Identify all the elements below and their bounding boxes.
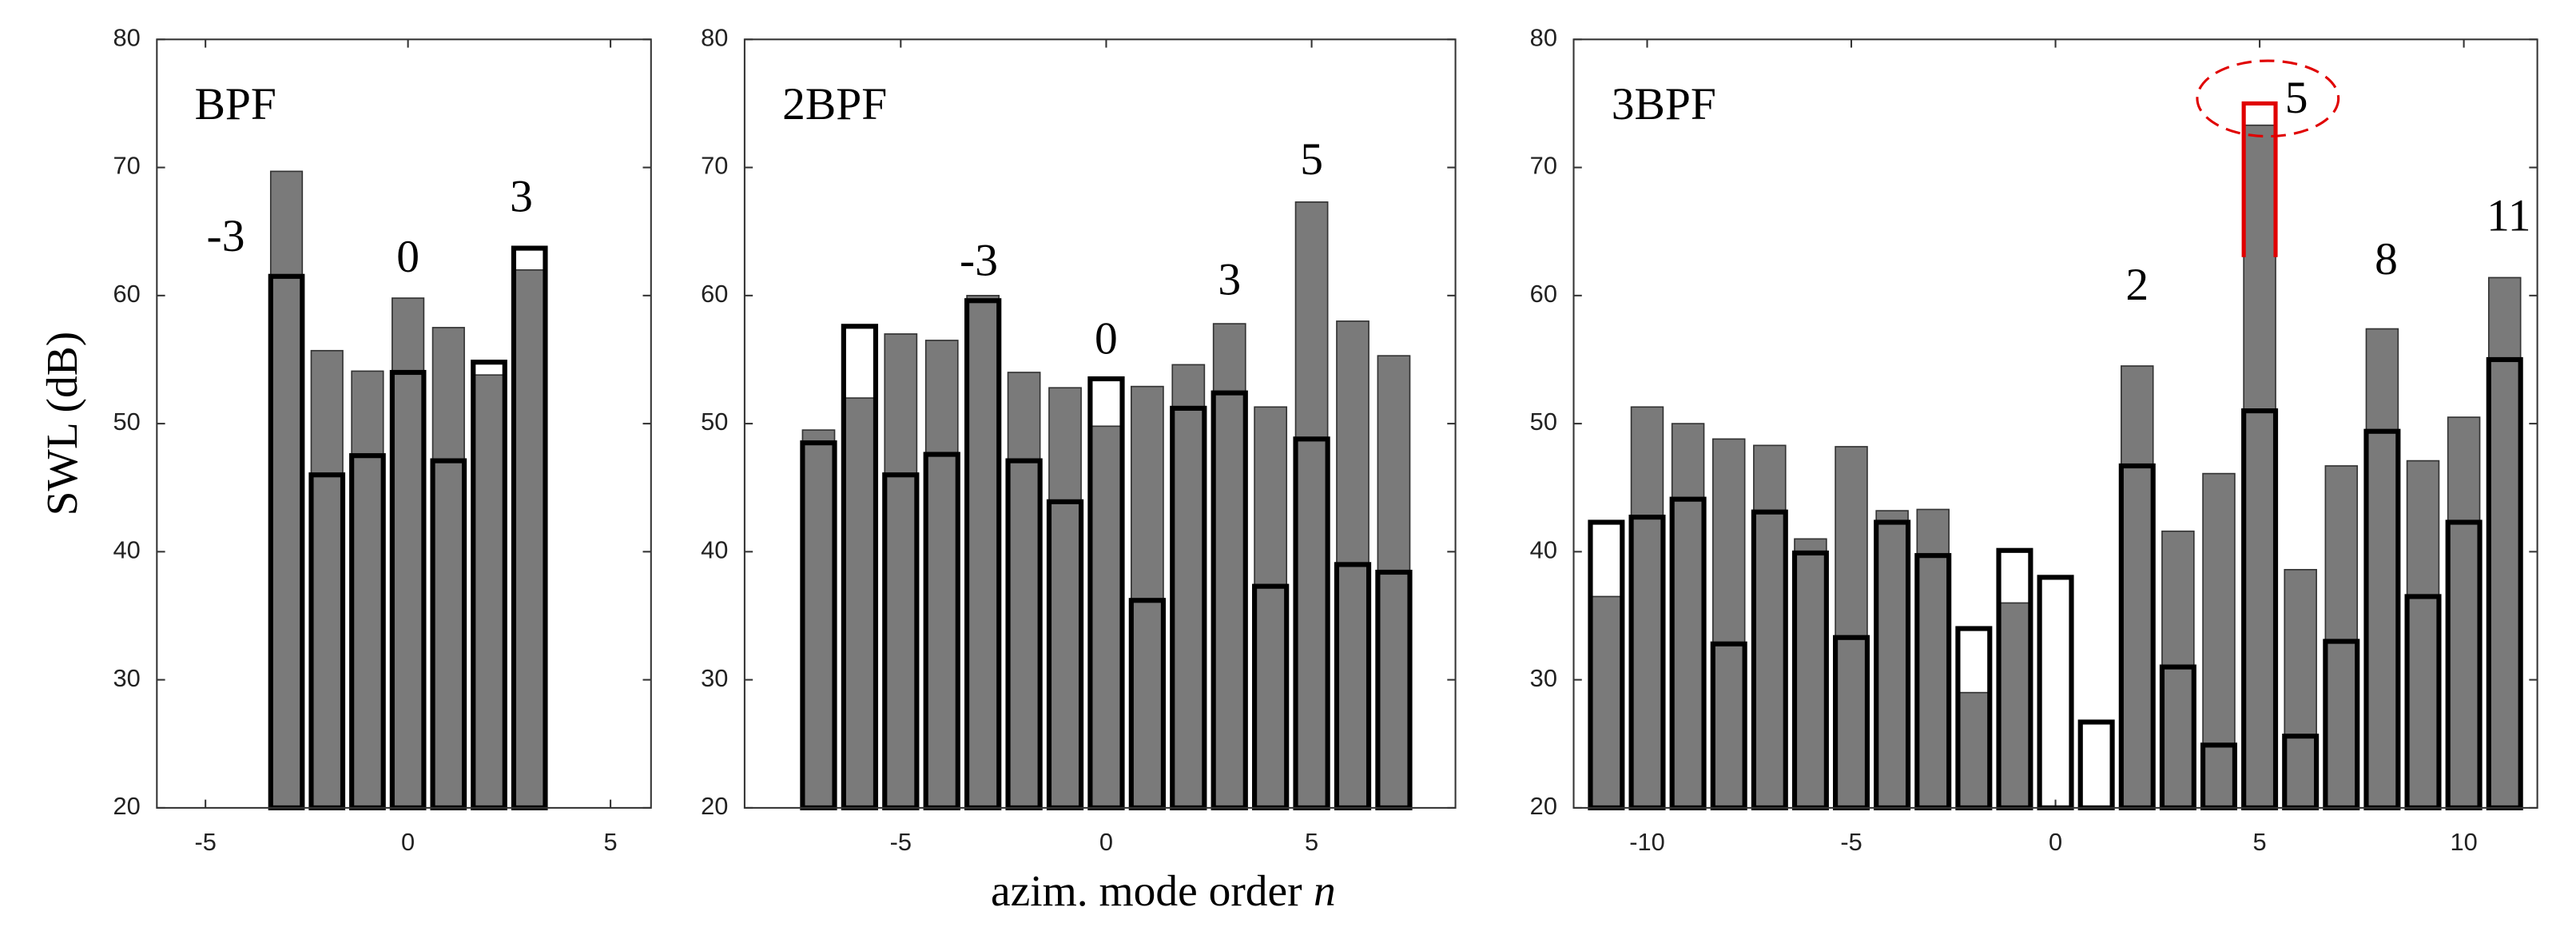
bar (1048, 387, 1082, 809)
y-tick-label: 80 (701, 23, 728, 51)
bar (843, 397, 877, 809)
y-tick-label: 70 (1530, 152, 1557, 180)
bar (472, 374, 506, 809)
plot-frame (743, 38, 1457, 809)
plot-frame (1572, 38, 2538, 809)
x-tick-label: 5 (604, 828, 618, 856)
annotation: -3 (960, 236, 998, 286)
y-tick-label: 40 (113, 536, 141, 564)
x-tick-label: 0 (2049, 828, 2062, 856)
y-tick-label: 30 (113, 664, 141, 692)
y-axis-label: SWL (dB) (38, 332, 86, 516)
x-tick-label: -5 (1840, 828, 1862, 856)
y-tick-label: 30 (701, 664, 728, 692)
panel-title: 3BPF (1612, 79, 1716, 129)
y-tick-label: 50 (701, 408, 728, 436)
bar (1377, 355, 1411, 809)
y-tick-label: 50 (1530, 408, 1557, 436)
y-tick-label: 20 (701, 792, 728, 820)
panel-title: 2BPF (782, 79, 887, 129)
y-tick-label: 80 (1530, 23, 1557, 51)
bar (513, 269, 547, 809)
bar (884, 333, 918, 809)
annotation: -3 (207, 211, 245, 261)
x-tick-label: -5 (890, 828, 912, 856)
y-tick-label: 60 (701, 280, 728, 308)
bar (2202, 472, 2236, 809)
y-tick-label: 70 (113, 152, 141, 180)
bar (1212, 323, 1246, 809)
y-tick-label: 40 (701, 536, 728, 564)
bar (1131, 385, 1164, 809)
annotation: 3 (510, 171, 533, 221)
bar (2406, 460, 2440, 809)
bar (1835, 446, 1868, 809)
bar (1589, 595, 1624, 809)
y-tick-label: 70 (701, 152, 728, 180)
bar (801, 429, 836, 809)
bar (1254, 406, 1288, 809)
highlight-ellipse (2196, 59, 2340, 138)
x-tick-label: -5 (194, 828, 216, 856)
x-axis-label: azim. mode order n (991, 866, 1336, 915)
bar (1630, 406, 1664, 809)
y-tick-label: 20 (113, 792, 141, 820)
bar (1875, 510, 1909, 809)
bar (1916, 508, 1950, 809)
bar (1671, 423, 1705, 809)
highlight-bracket (2241, 101, 2278, 257)
x-tick-label: 5 (2253, 828, 2267, 856)
bar (966, 295, 1000, 809)
annotation: 3 (1218, 255, 1241, 305)
x-axis-label-var: n (1314, 866, 1336, 915)
y-tick-label: 30 (1530, 664, 1557, 692)
bar (1171, 364, 1206, 809)
annotation: 5 (1300, 134, 1323, 185)
y-tick-label: 20 (1530, 792, 1557, 820)
x-tick-label: 0 (1099, 828, 1113, 856)
bar (1294, 201, 1329, 809)
bar (924, 340, 959, 809)
bar (2161, 530, 2195, 809)
bar (2447, 416, 2481, 809)
annotation: 5 (2285, 73, 2308, 123)
y-tick-label: 40 (1530, 536, 1557, 564)
bar (431, 327, 465, 809)
annotation: 0 (1095, 313, 1118, 364)
x-tick-label: 0 (401, 828, 415, 856)
y-tick-label: 50 (113, 408, 141, 436)
bar (1794, 538, 1827, 809)
annotation: 11 (2487, 190, 2530, 241)
y-tick-label: 60 (1530, 280, 1557, 308)
bar (2365, 328, 2399, 809)
bar (310, 349, 344, 809)
bar (2243, 124, 2276, 809)
bar (1753, 444, 1787, 809)
annotation: 8 (2375, 234, 2398, 284)
x-axis-label-text: azim. mode order (991, 866, 1302, 915)
bar (1957, 691, 1991, 809)
y-tick-label: 80 (113, 23, 141, 51)
bar (2284, 568, 2317, 809)
x-tick-label: -10 (1629, 828, 1665, 856)
bar (2121, 365, 2154, 809)
bar (2324, 465, 2359, 809)
bar (269, 170, 304, 809)
bar (2487, 277, 2522, 809)
plot-frame (156, 38, 652, 809)
x-tick-label: 10 (2450, 828, 2477, 856)
bar (1007, 372, 1041, 809)
annotation: 0 (396, 232, 419, 282)
annotation: 2 (2125, 260, 2149, 310)
bar (351, 370, 384, 809)
y-tick-label: 60 (113, 280, 141, 308)
bar (1998, 602, 2032, 809)
x-tick-label: 5 (1305, 828, 1318, 856)
bar (1089, 425, 1123, 809)
bar (1711, 438, 1746, 809)
panel-title: BPF (195, 79, 276, 129)
